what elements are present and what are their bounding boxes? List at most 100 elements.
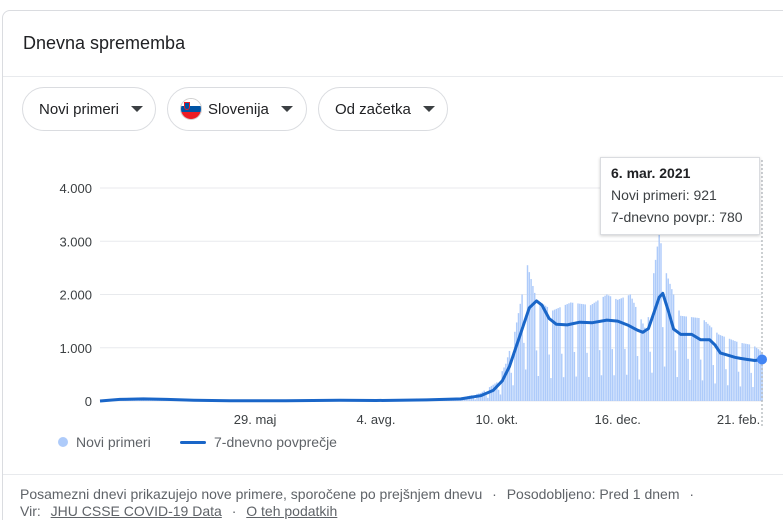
range-dropdown[interactable]: Od začetka	[318, 87, 448, 131]
bar	[640, 319, 642, 401]
bar	[757, 349, 760, 401]
bar	[714, 383, 716, 401]
chart-tooltip: 6. mar. 2021 Novi primeri: 921 7-dnevno …	[600, 157, 760, 235]
bar	[644, 327, 646, 401]
card-title: Dnevna sprememba	[23, 33, 186, 53]
bar	[732, 340, 734, 401]
bar	[689, 379, 691, 401]
about-data-link[interactable]: O teh podatkih	[246, 503, 338, 519]
bar	[665, 273, 668, 401]
bar	[745, 343, 747, 401]
country-dropdown-label: Slovenija	[208, 100, 269, 118]
bar	[642, 323, 644, 401]
bar	[629, 294, 632, 401]
bar	[690, 317, 693, 401]
bar	[620, 298, 623, 401]
bar	[552, 310, 554, 401]
bar	[541, 303, 543, 401]
bar	[573, 351, 576, 401]
cases-chart[interactable]: 0 1.000 2.000 3.000 4.000 29. maj 4. avg. 10. o…	[0, 0, 783, 460]
bar	[712, 365, 715, 401]
footer-updated: Posodobljeno: Pred 1 dnem	[506, 486, 680, 502]
bar	[633, 302, 635, 401]
source-link[interactable]: JHU CSSE COVID-19 Data	[50, 503, 222, 519]
tooltip-average: 7-dnevno povpr.: 780	[611, 209, 743, 225]
bar	[707, 323, 709, 401]
bar	[721, 335, 724, 401]
country-dropdown[interactable]: Slovenija	[167, 87, 307, 131]
bar	[645, 331, 648, 401]
metric-dropdown[interactable]: Novi primeri	[22, 87, 156, 131]
bar	[624, 348, 626, 401]
bar	[474, 399, 476, 401]
bar	[663, 366, 666, 401]
bar	[597, 300, 599, 401]
bar	[490, 385, 493, 401]
bar	[622, 297, 624, 401]
bar	[723, 336, 725, 401]
bar	[562, 377, 565, 401]
bar	[607, 295, 610, 401]
bar	[627, 295, 630, 401]
metric-dropdown-label: Novi primeri	[39, 100, 120, 118]
bar	[604, 295, 606, 401]
legend-bars[interactable]: Novi primeri	[58, 434, 151, 450]
bar	[528, 272, 531, 401]
bar	[651, 372, 653, 401]
legend-line[interactable]: 7-dnevno povprečje	[180, 434, 337, 450]
y-tick-label: 2.000	[59, 288, 92, 303]
bar	[696, 317, 698, 401]
bar	[710, 327, 713, 401]
bar	[755, 347, 758, 401]
footer-note-row: Posamezni dnevi prikazujejo nove primere…	[20, 486, 695, 502]
bar	[728, 338, 731, 401]
bar	[497, 389, 500, 401]
bar	[582, 304, 585, 401]
bar	[748, 344, 751, 401]
bar	[501, 371, 503, 401]
bar	[557, 308, 559, 401]
bar	[488, 387, 491, 401]
footer-note: Posamezni dnevi prikazujejo nove primere…	[20, 486, 483, 502]
bar	[133, 400, 135, 401]
bar	[506, 357, 509, 401]
bar	[636, 356, 639, 401]
bar	[600, 375, 603, 401]
y-tick-label: 0	[85, 394, 92, 409]
bar	[570, 302, 572, 401]
bar	[514, 331, 516, 401]
bar	[515, 322, 518, 401]
bar	[654, 259, 657, 401]
chevron-down-icon	[131, 106, 144, 112]
bar	[658, 233, 660, 401]
bar	[667, 278, 669, 401]
hover-point	[757, 354, 767, 365]
bar	[681, 316, 684, 401]
bar	[508, 350, 511, 401]
bar	[615, 298, 617, 401]
bar	[580, 303, 583, 401]
bar	[730, 339, 733, 401]
slovenia-flag-icon	[180, 98, 202, 120]
bar	[503, 367, 505, 401]
bar	[653, 273, 655, 401]
bar	[754, 346, 756, 401]
bar	[517, 313, 520, 401]
bar	[678, 310, 680, 401]
bar	[703, 320, 705, 401]
bar	[571, 302, 574, 401]
bar	[521, 294, 523, 401]
tooltip-cases: Novi primeri: 921	[611, 187, 717, 203]
bar	[741, 343, 743, 401]
bar	[487, 397, 489, 401]
footer-source-label: Vir:	[20, 503, 41, 519]
bar	[598, 350, 601, 401]
bar	[680, 315, 682, 401]
bar	[512, 385, 514, 401]
bar	[647, 317, 650, 401]
bar	[555, 308, 558, 401]
bar	[692, 317, 695, 401]
bar	[496, 382, 498, 401]
bar	[671, 289, 673, 401]
bar	[727, 385, 729, 401]
